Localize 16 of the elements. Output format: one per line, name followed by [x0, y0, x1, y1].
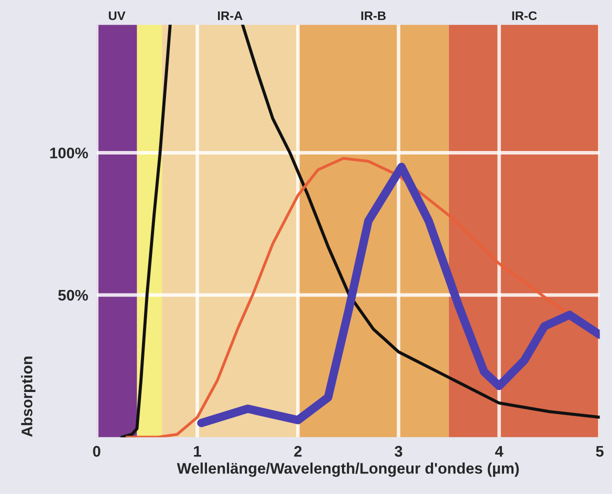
x-tick-label: 0 [93, 446, 100, 457]
y-axis-title: Absorption [21, 356, 36, 437]
band-label: UV [108, 11, 126, 20]
band-label: IR-C [512, 11, 537, 20]
x-tick-label: 1 [194, 446, 202, 457]
x-tick-label: 2 [294, 446, 302, 457]
x-tick-label: 4 [495, 446, 504, 457]
x-axis-title: Wellenlänge/Wavelength/Longeur d'ondes (µm) [176, 462, 519, 477]
line-series [120, 24, 172, 438]
band-label: IR-B [361, 11, 386, 20]
x-tick-label: 3 [394, 446, 402, 457]
y-tick-label: 100% [50, 148, 88, 158]
band-label: IR-A [218, 11, 243, 20]
y-tick-label: 50% [58, 290, 88, 301]
line-series [241, 24, 600, 419]
x-tick-label: 5 [596, 446, 604, 457]
